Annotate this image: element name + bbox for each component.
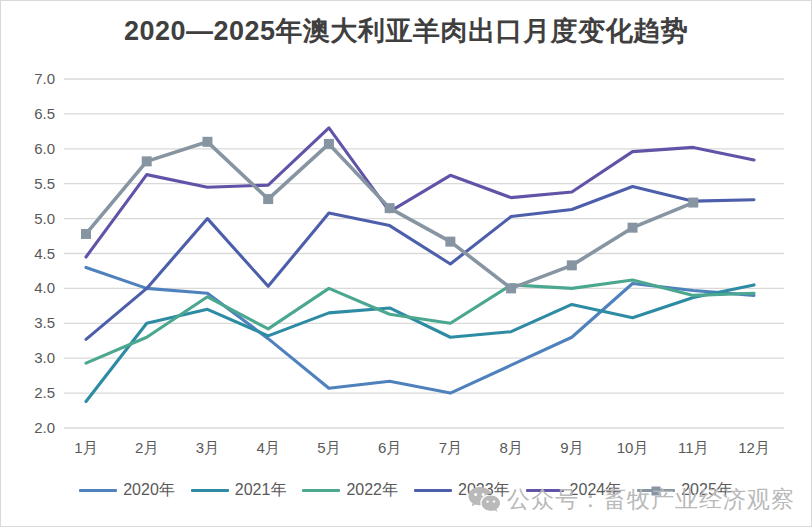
legend-label: 2022年 xyxy=(346,480,398,501)
legend-swatch xyxy=(637,489,675,492)
y-tick-label: 5.5 xyxy=(34,175,55,192)
x-tick-label: 3月 xyxy=(196,439,219,456)
y-tick-label: 2.5 xyxy=(34,384,55,401)
data-point-marker xyxy=(385,203,395,213)
data-point-marker xyxy=(445,237,455,247)
y-tick-label: 7.0 xyxy=(34,70,55,87)
x-tick-label: 6月 xyxy=(378,439,401,456)
y-tick-label: 3.0 xyxy=(34,349,55,366)
y-tick-label: 2.0 xyxy=(34,419,55,436)
legend-swatch xyxy=(79,489,117,492)
legend-swatch xyxy=(526,489,564,492)
x-tick-label: 7月 xyxy=(439,439,462,456)
x-axis-labels: 1月 2月 3月 4月 5月 6月 7月 8月 9月 10月 11月 12月 xyxy=(74,439,770,456)
legend-label: 2025年 xyxy=(681,480,733,501)
legend-item-2025: 2025年 xyxy=(637,480,733,501)
y-axis-labels: 2.0 2.5 3.0 3.5 4.0 4.5 5.0 5.5 6.0 6.5 7.0 xyxy=(34,70,55,436)
chart-legend: 2020年 2021年 2022年 2023年 2024年 2025年 xyxy=(31,480,781,501)
x-tick-label: 12月 xyxy=(738,439,770,456)
legend-item-2021: 2021年 xyxy=(191,480,287,501)
series-2021 xyxy=(86,285,754,402)
x-tick-label: 11月 xyxy=(678,439,709,456)
data-point-marker xyxy=(324,139,334,149)
data-point-marker xyxy=(202,137,212,147)
y-tick-label: 3.5 xyxy=(34,314,55,331)
x-tick-label: 5月 xyxy=(317,439,340,456)
data-point-marker xyxy=(628,223,638,233)
x-tick-label: 4月 xyxy=(257,439,280,456)
x-tick-label: 8月 xyxy=(499,439,522,456)
data-point-marker xyxy=(142,156,152,166)
legend-item-2024: 2024年 xyxy=(526,480,622,501)
gridlines xyxy=(64,79,784,428)
y-tick-label: 4.0 xyxy=(34,279,55,296)
legend-item-2020: 2020年 xyxy=(79,480,175,501)
legend-swatch xyxy=(302,489,340,492)
y-tick-label: 5.0 xyxy=(34,210,55,227)
data-point-marker xyxy=(567,260,577,270)
legend-label: 2021年 xyxy=(235,480,287,501)
legend-marker-square xyxy=(652,486,661,495)
series-2023 xyxy=(86,186,754,339)
data-point-marker xyxy=(263,194,273,204)
data-point-marker xyxy=(688,198,698,208)
x-tick-label: 1月 xyxy=(74,439,97,456)
y-tick-label: 4.5 xyxy=(34,245,55,262)
legend-item-2022: 2022年 xyxy=(302,480,398,501)
x-tick-label: 10月 xyxy=(617,439,649,456)
x-tick-label: 9月 xyxy=(560,439,583,456)
x-tick-label: 2月 xyxy=(135,439,158,456)
chart-page: 2020—2025年澳大利亚羊肉出口月度变化趋势 2.02.53.03.54.0… xyxy=(0,0,812,527)
legend-swatch xyxy=(414,489,452,492)
data-point-marker xyxy=(506,283,516,293)
y-tick-label: 6.5 xyxy=(34,105,55,122)
legend-label: 2024年 xyxy=(570,480,622,501)
series-2025 xyxy=(81,137,698,294)
legend-swatch xyxy=(191,489,229,492)
legend-label: 2023年 xyxy=(458,480,510,501)
legend-label: 2020年 xyxy=(123,480,175,501)
line-chart: 2.0 2.5 3.0 3.5 4.0 4.5 5.0 5.5 6.0 6.5 7.0 1月 2月 3月 4… xyxy=(1,1,812,471)
y-tick-label: 6.0 xyxy=(34,140,55,157)
legend-item-2023: 2023年 xyxy=(414,480,510,501)
data-point-marker xyxy=(81,229,91,239)
